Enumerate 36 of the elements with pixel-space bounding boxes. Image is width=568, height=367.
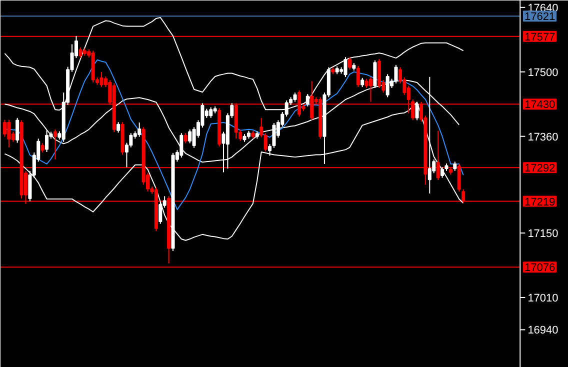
candlestick bbox=[116, 122, 120, 134]
candlestick bbox=[364, 78, 368, 88]
candlestick bbox=[78, 46, 82, 59]
y-tick-label: 16940 bbox=[528, 324, 558, 337]
candlestick bbox=[16, 117, 20, 144]
ref-line-label: 17430 bbox=[524, 99, 556, 112]
line-series bbox=[4, 59, 464, 210]
candlestick bbox=[356, 65, 360, 88]
candlestick bbox=[306, 93, 310, 107]
candlestick bbox=[45, 130, 49, 152]
candlestick bbox=[40, 142, 44, 153]
ref-line-label: 17621 bbox=[524, 11, 556, 24]
candlestick bbox=[7, 119, 11, 148]
ref-line-label: 17219 bbox=[524, 196, 556, 208]
candlestick bbox=[360, 77, 364, 88]
candlestick bbox=[453, 161, 457, 172]
candlestick bbox=[53, 128, 57, 160]
ref-line-label: 17076 bbox=[524, 262, 556, 274]
candlestick bbox=[158, 202, 162, 224]
candlestick bbox=[348, 56, 352, 70]
candlestick bbox=[188, 128, 192, 144]
y-tick-label: 17360 bbox=[528, 131, 558, 144]
candlestick bbox=[440, 166, 444, 178]
candlestick bbox=[293, 92, 297, 102]
candlestick bbox=[2, 119, 6, 138]
y-tick-label: 17010 bbox=[528, 292, 558, 305]
candlestick bbox=[138, 122, 142, 138]
candlestick bbox=[209, 106, 213, 118]
ref-line-label: 17292 bbox=[524, 162, 556, 175]
y-tick-label: 17500 bbox=[528, 66, 558, 79]
candlestick bbox=[344, 56, 348, 78]
ref-line-label: 17577 bbox=[524, 31, 556, 44]
candlestick bbox=[184, 132, 188, 144]
candlestick bbox=[180, 132, 184, 158]
candlestick bbox=[100, 71, 104, 88]
y-tick-label: 17150 bbox=[528, 228, 558, 240]
